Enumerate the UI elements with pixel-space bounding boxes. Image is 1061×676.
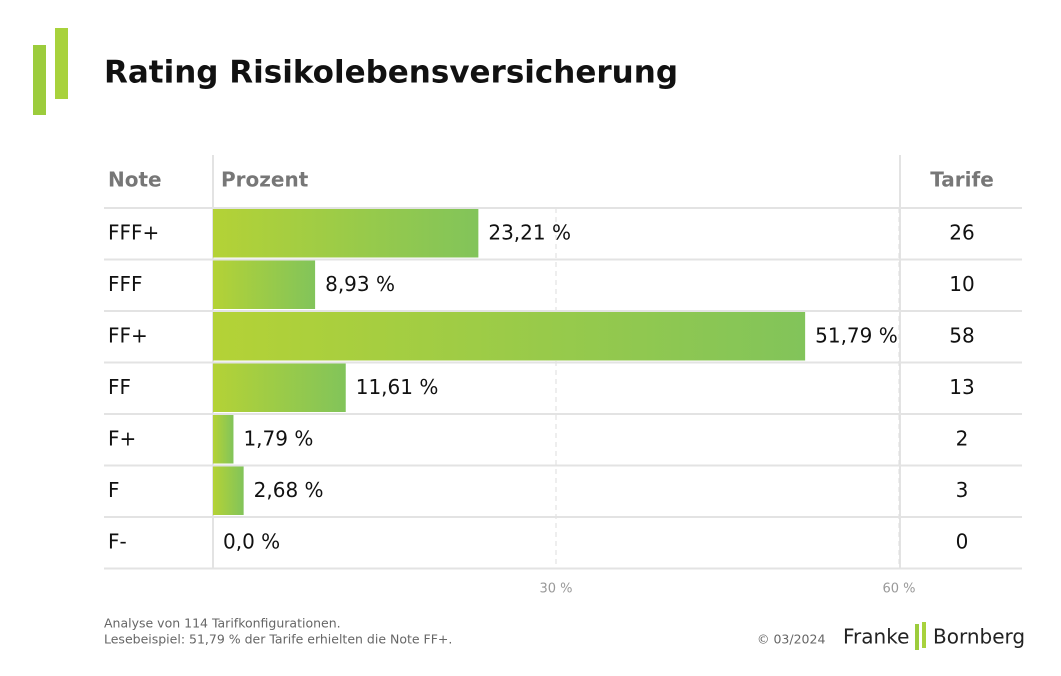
note: Lesebeispiel: 51,79 % der Tarife erhielt… [104, 632, 452, 647]
brand: Franke [843, 625, 909, 649]
category-label: FF+ [108, 323, 148, 347]
tarife-value: 58 [949, 323, 974, 347]
value-label: 8,93 % [325, 272, 395, 296]
value-label: 11,61 % [356, 375, 439, 399]
note: Analyse von 114 Tarifkonfigurationen. [104, 616, 341, 631]
category-label: F+ [108, 426, 136, 450]
brand: Bornberg [933, 625, 1025, 649]
tarife-value: 2 [956, 426, 969, 450]
bar [213, 260, 316, 309]
tarife-value: 13 [949, 375, 974, 399]
column-header: Tarife [930, 168, 994, 192]
tarife-value: 10 [949, 272, 974, 296]
brand-mark [915, 624, 919, 650]
x-tick-label: 30 % [539, 582, 572, 597]
value-label: 2,68 % [254, 478, 324, 502]
chart-title: Rating Risikolebensversicherung [104, 55, 678, 91]
bar [213, 312, 806, 361]
category-label: FFF [108, 272, 143, 296]
tarife-value: 0 [956, 529, 969, 553]
x-tick-label: 60 % [882, 582, 915, 597]
bar [213, 415, 234, 464]
value-label: 51,79 % [815, 323, 898, 347]
tarife-value: 3 [956, 478, 969, 502]
value-label: 0,0 % [223, 529, 280, 553]
copyright: © 03/2024 [757, 632, 825, 647]
column-header: Prozent [221, 168, 309, 192]
tarife-value: 26 [949, 220, 974, 244]
value-label: 1,79 % [243, 426, 313, 450]
column-header: Note [108, 168, 162, 192]
category-label: FF [108, 375, 131, 399]
value-label: 23,21 % [488, 220, 571, 244]
logo-bar [55, 28, 68, 99]
bar [213, 209, 479, 258]
category-label: FFF+ [108, 220, 159, 244]
category-label: F- [108, 529, 127, 553]
category-label: F [108, 478, 120, 502]
bar [213, 363, 346, 412]
logo-bar [33, 45, 46, 115]
bar [213, 466, 244, 515]
brand-mark [922, 622, 926, 648]
